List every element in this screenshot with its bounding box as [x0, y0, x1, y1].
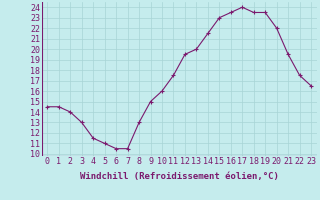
X-axis label: Windchill (Refroidissement éolien,°C): Windchill (Refroidissement éolien,°C)	[80, 172, 279, 181]
